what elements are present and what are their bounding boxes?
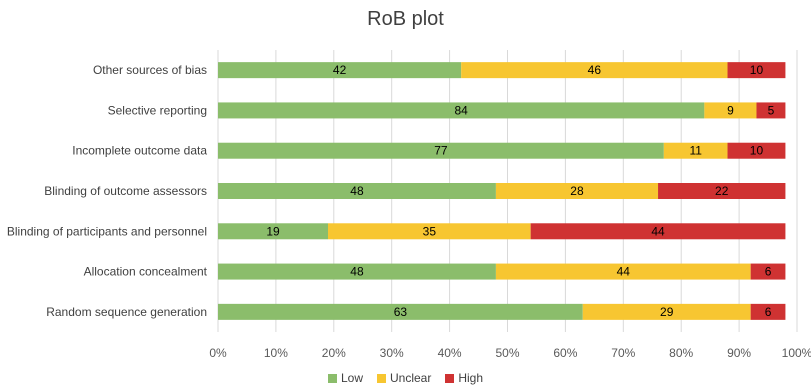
category-label: Other sources of bias: [93, 63, 207, 77]
data-label: 6: [765, 305, 772, 319]
data-label: 77: [434, 144, 448, 158]
bar-segment-unclear: [495, 263, 751, 280]
category-label: Random sequence generation: [46, 305, 207, 319]
x-tick-label: 100%: [782, 346, 811, 360]
x-tick-label: 20%: [322, 346, 346, 360]
x-tick-label: 0%: [209, 346, 227, 360]
x-tick-label: 30%: [380, 346, 404, 360]
bar-segment-low: [218, 62, 462, 79]
bar-segment-low: [218, 142, 664, 159]
data-label: 5: [768, 103, 775, 117]
data-label: 22: [715, 184, 729, 198]
data-label: 28: [570, 184, 584, 198]
data-label: 6: [765, 265, 772, 279]
bar-segment-low: [218, 102, 705, 119]
data-label: 29: [660, 305, 674, 319]
legend-swatch-high: [445, 373, 455, 383]
bar-segment-high: [750, 303, 786, 320]
bar-segment-unclear: [328, 223, 531, 240]
data-label: 63: [394, 305, 408, 319]
bar-segment-low: [218, 263, 496, 280]
category-label: Selective reporting: [108, 103, 207, 117]
bar-segment-high: [727, 62, 786, 79]
legend-swatch-unclear: [376, 373, 386, 383]
x-tick-label: 60%: [553, 346, 577, 360]
legend-item-high: High: [445, 371, 483, 385]
x-tick-label: 80%: [669, 346, 693, 360]
x-tick-label: 40%: [438, 346, 462, 360]
data-label: 11: [689, 144, 702, 158]
data-label: 35: [423, 224, 437, 238]
chart-title: RoB plot: [367, 8, 444, 30]
legend-label-unclear: Unclear: [389, 371, 432, 385]
category-label: Incomplete outcome data: [72, 144, 207, 158]
data-label: 48: [350, 265, 364, 279]
data-label: 42: [333, 63, 347, 77]
x-tick-label: 70%: [611, 346, 635, 360]
bar-segment-unclear: [704, 102, 757, 119]
bar-segment-high: [727, 142, 786, 159]
legend-item-unclear: Unclear: [376, 371, 432, 385]
bar-segment-unclear: [495, 183, 659, 199]
legend-item-low: Low: [327, 371, 363, 385]
bar-segment-low: [218, 183, 496, 199]
bar-segment-unclear: [663, 142, 728, 159]
x-tick-label: 90%: [727, 346, 751, 360]
legend-swatch-low: [327, 373, 337, 383]
data-label: 44: [617, 265, 631, 279]
bar-segment-unclear: [582, 303, 751, 320]
x-tick-label: 10%: [264, 346, 288, 360]
bar-segment-high: [756, 102, 786, 119]
legend: Low Unclear High: [0, 371, 811, 385]
data-label: 48: [350, 184, 364, 198]
legend-label-low: Low: [340, 371, 363, 385]
legend-label-high: High: [458, 371, 484, 385]
x-tick-label: 50%: [495, 346, 519, 360]
bar-segment-high: [658, 183, 786, 199]
data-label: 10: [750, 63, 764, 77]
data-label: 9: [727, 103, 734, 117]
bar-segment-unclear: [461, 62, 728, 79]
bar-segment-low: [218, 303, 583, 320]
bar-segment-high: [750, 263, 786, 280]
data-label: 84: [455, 103, 469, 117]
data-label: 46: [588, 63, 602, 77]
category-label: Allocation concealment: [84, 265, 208, 279]
category-label: Blinding of outcome assessors: [44, 184, 207, 198]
data-label: 19: [266, 224, 280, 238]
data-label: 44: [651, 224, 665, 238]
data-label: 10: [750, 144, 764, 158]
bar-segment-low: [218, 223, 329, 240]
category-label: Blinding of participants and personnel: [7, 224, 207, 238]
bar-segment-high: [530, 223, 786, 240]
